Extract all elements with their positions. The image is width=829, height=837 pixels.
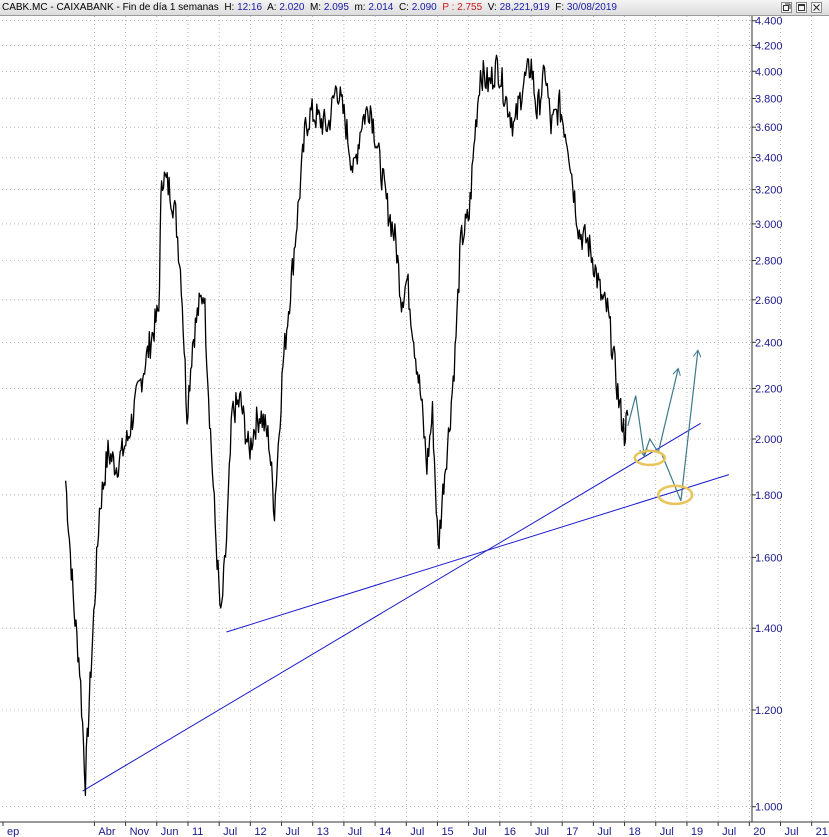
gridlines [2,16,812,822]
x-tick-label: 17 [566,826,578,837]
x-tick-label: 13 [317,826,329,837]
support-highlight-ellipse [656,484,694,506]
price-series [64,54,629,797]
max-label: M: [309,2,322,13]
min-label: m: [354,2,366,13]
volume-label: V: [487,2,497,13]
x-tick-label: Jul [348,826,362,837]
chart-title-bar: CABK.MC - CAIXABANK - Fin de día 1 seman… [0,0,829,16]
symbol-name: CABK.MC - CAIXABANK - Fin de día 1 seman… [2,2,219,13]
projection-arrow [660,351,698,502]
y-axis: 4.400 4.200 4.000 3.800 3.600 3.400 3.200 3.000… [751,16,783,822]
y-tick-label: 1.800 [755,490,783,502]
x-tick-label: Abr [98,826,115,837]
y-tick-label: 2.800 [755,255,783,267]
x-tick-label: Jul [784,826,798,837]
trendline [82,422,701,792]
y-tick-label: 3.800 [755,93,783,105]
y-tick-label: 4.200 [755,40,783,52]
projection-arrow [643,370,678,456]
y-tick-label: 1.200 [755,705,783,717]
y-tick-label: 2.000 [755,434,783,446]
x-tick-label: 21 [816,826,828,837]
x-tick-label: 12 [254,826,266,837]
y-tick-label: 2.600 [755,295,783,307]
support-highlight-ellipse [633,449,667,467]
x-tick-label: ep [7,826,19,837]
y-tick-label: 4.000 [755,66,783,78]
x-tick-label: 18 [629,826,641,837]
x-tick-label: 16 [504,826,516,837]
x-tick-label: Jul [535,826,549,837]
x-tick-label: 20 [753,826,765,837]
min-value: 2.014 [368,2,394,13]
price-chart[interactable]: 4.400 4.200 4.000 3.800 3.600 3.400 3.200 3.000… [0,16,829,837]
x-tick-label: 11 [192,826,203,837]
x-tick-label: Jul [597,826,611,837]
y-tick-label: 3.000 [755,219,783,231]
open-label: A: [267,2,277,13]
max-value: 2.095 [323,2,349,13]
date-value: 30/08/2019 [566,2,617,13]
open-value: 2.020 [279,2,305,13]
x-tick-label: Jun [161,826,179,837]
close-icon[interactable] [811,2,822,13]
close-label: C: [398,2,409,13]
y-tick-label: 1.000 [755,802,783,814]
x-tick-label: 19 [691,826,703,837]
volume-value: 28,221,919 [499,2,550,13]
p-label: P : [442,2,455,13]
x-tick-label: 14 [379,826,391,837]
y-tick-label: 3.400 [755,152,783,164]
projection-arrows [627,351,698,502]
y-tick-label: 2.400 [755,337,783,349]
price-line [64,54,629,797]
x-tick-label: Jul [410,826,424,837]
support-highlights [633,449,694,506]
trendline [226,474,729,633]
x-tick-label: Jul [722,826,736,837]
quote-summary: CABK.MC - CAIXABANK - Fin de día 1 seman… [2,2,617,14]
y-tick-label: 4.400 [755,16,783,28]
trendlines [82,422,729,792]
x-tick-label: Nov [130,826,150,837]
y-tick-label: 1.600 [755,552,783,564]
high-time-label: H: [224,2,235,13]
y-tick-label: 1.400 [755,623,783,635]
x-tick-label: Jul [223,826,237,837]
y-tick-label: 2.200 [755,383,783,395]
y-tick-label: 3.200 [755,185,783,197]
x-axis: ep Abr Nov Jun 11 Jul 12 Jul 13 Jul 14 Jul 15 Jul 16 Ju… [0,821,829,837]
close-value: 2.090 [411,2,437,13]
date-label: F: [555,2,565,13]
y-tick-label: 3.600 [755,122,783,134]
x-tick-label: Jul [286,826,300,837]
x-tick-label: Jul [660,826,674,837]
restore-icon[interactable] [781,2,792,13]
x-tick-label: 15 [441,826,453,837]
maximize-icon[interactable] [796,2,807,13]
high-time-value: 12:16 [237,2,263,13]
projection-arrow [627,395,644,456]
x-tick-label: Jul [473,826,487,837]
p-value: 2.755 [457,2,483,13]
